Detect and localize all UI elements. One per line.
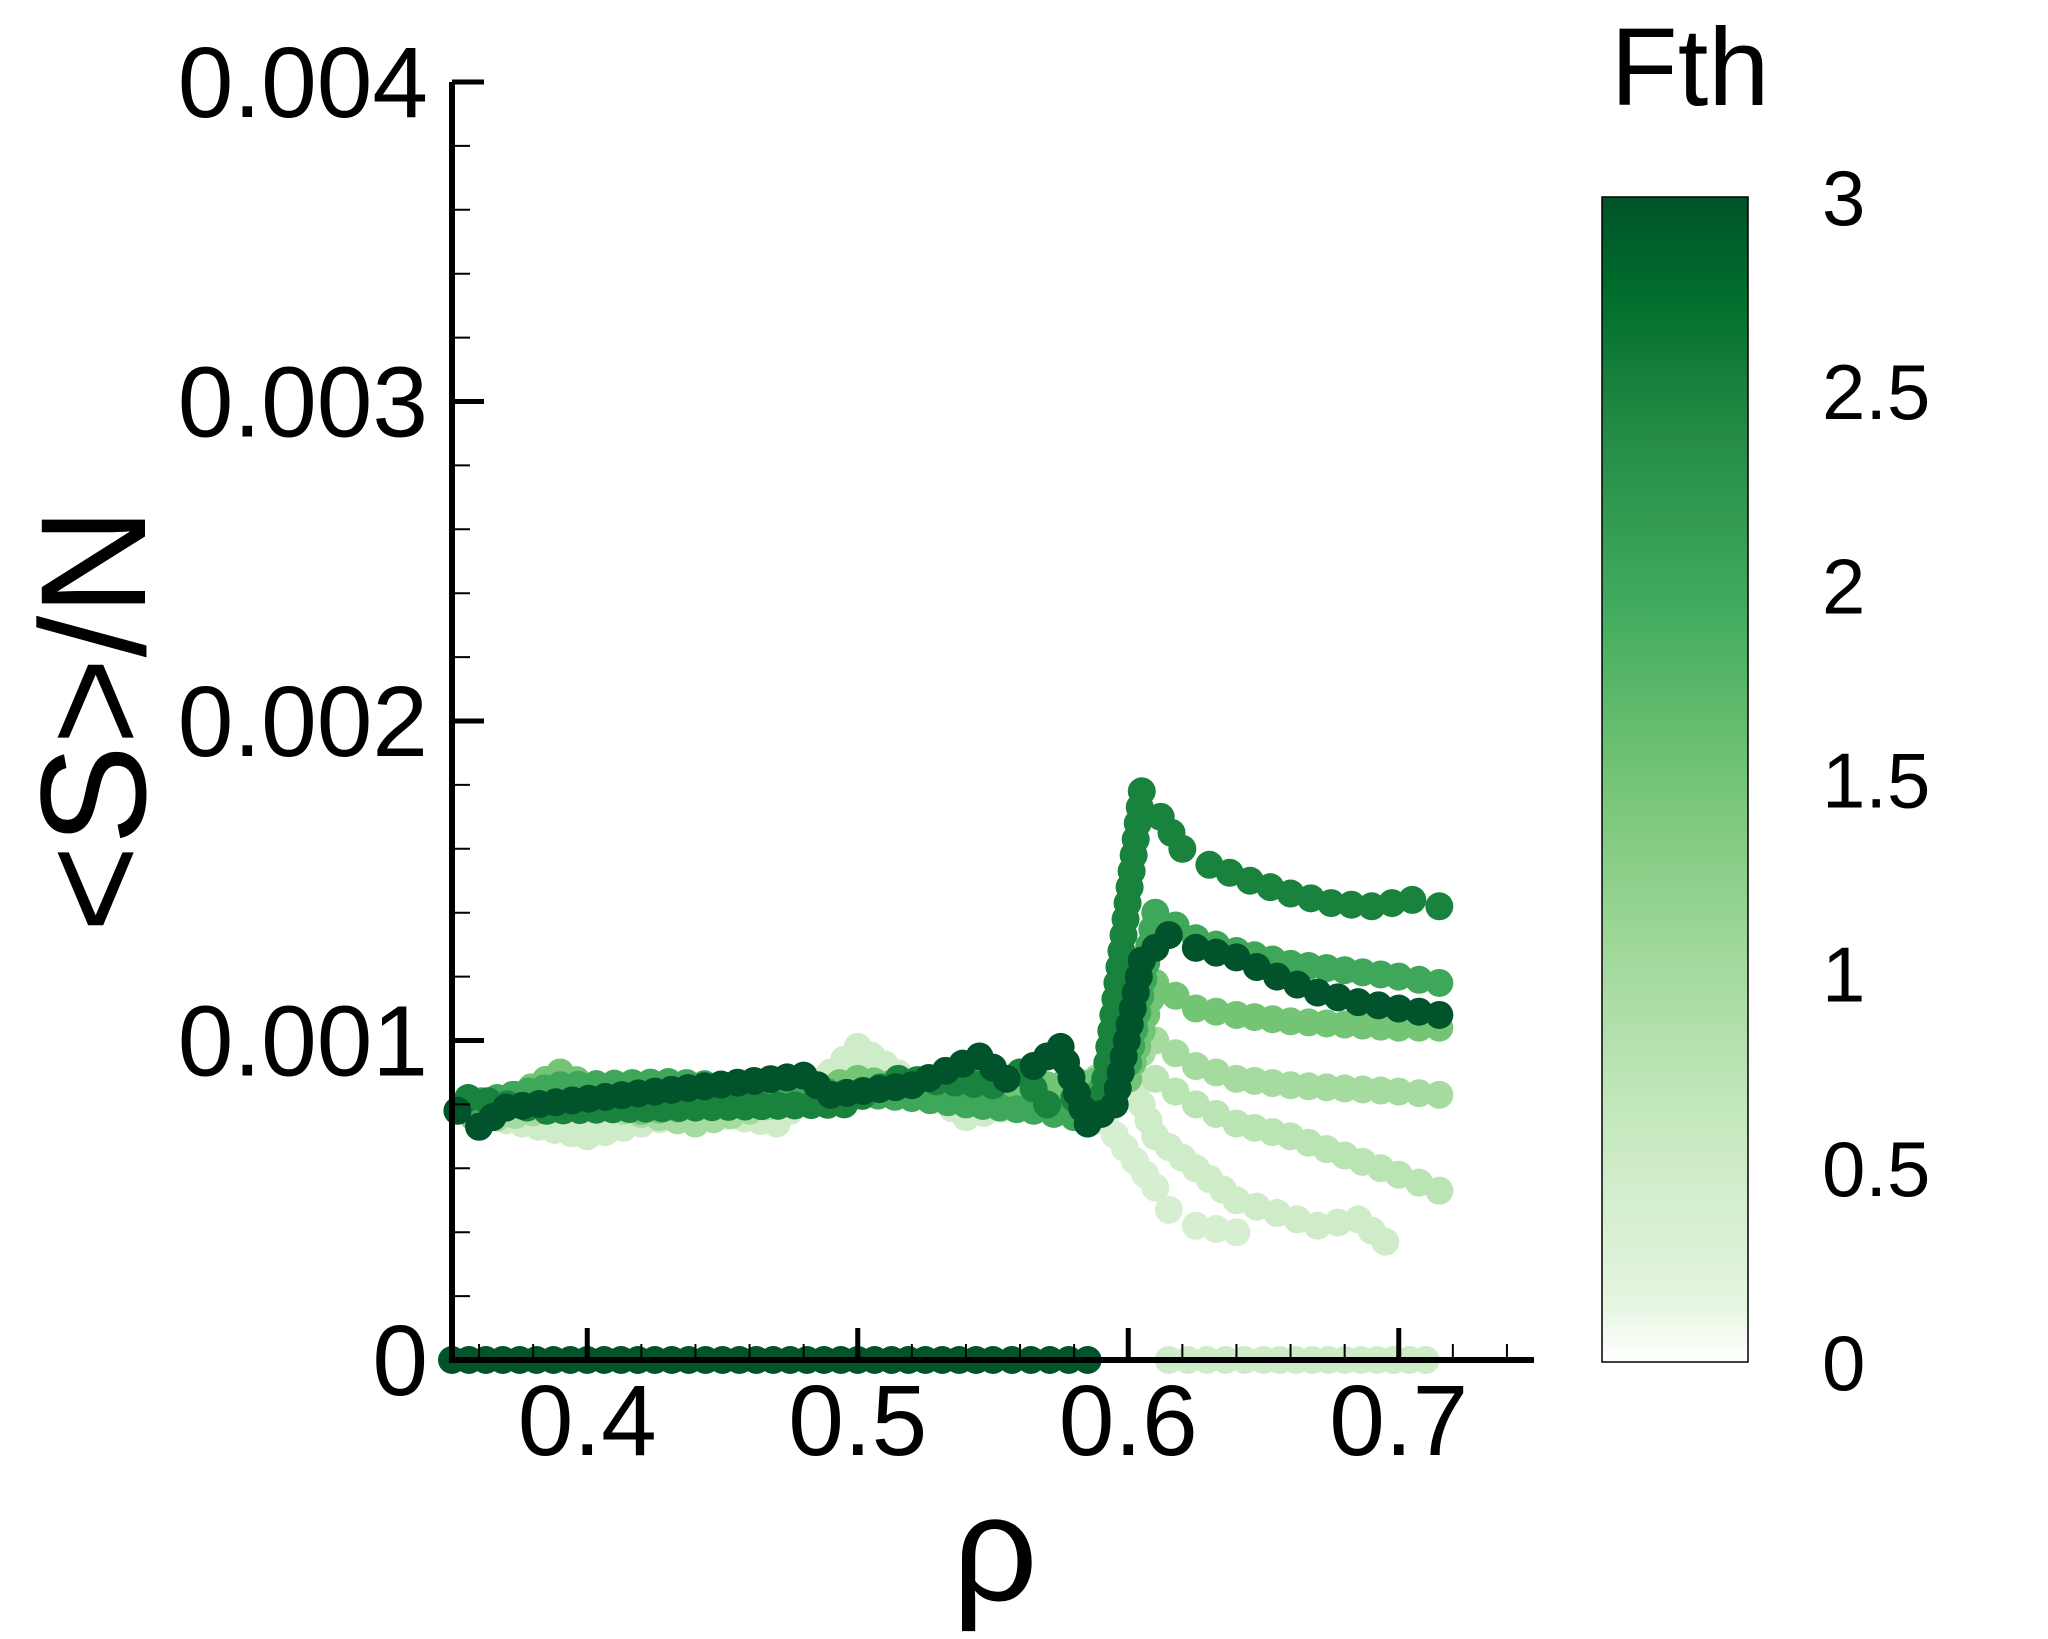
y-tick-label: 0.002 bbox=[178, 666, 428, 778]
data-point bbox=[1161, 981, 1190, 1010]
y-tick-label: 0.001 bbox=[178, 986, 428, 1098]
data-point bbox=[1425, 1000, 1454, 1029]
x-tick-label: 0.7 bbox=[1329, 1365, 1468, 1477]
y-ticks: 0 0.001 0.002 0.003 0.004 bbox=[178, 27, 484, 1417]
x-ticks: 0.4 0.5 0.6 0.7 bbox=[478, 1328, 1508, 1477]
colorbar-tick-label: 0.5 bbox=[1822, 1125, 1930, 1213]
colorbar-tick-label: 2.5 bbox=[1822, 348, 1930, 436]
data-point bbox=[1398, 885, 1427, 914]
colorbar-gradient bbox=[1601, 196, 1749, 1363]
data-point bbox=[1141, 898, 1170, 927]
data-point bbox=[1405, 1079, 1434, 1108]
data-point bbox=[1425, 968, 1454, 997]
colorbar-tick-label: 2 bbox=[1822, 542, 1865, 630]
y-tick-label: 0.003 bbox=[178, 347, 428, 459]
data-point bbox=[1425, 1176, 1454, 1205]
data-point bbox=[1141, 1173, 1170, 1202]
y-tick-label: 0 bbox=[372, 1305, 428, 1417]
colorbar: Fth 0 0.5 1 1.5 2 2.5 3 bbox=[1601, 6, 1930, 1407]
data-point bbox=[1154, 1195, 1183, 1224]
colorbar-tick-label: 0 bbox=[1822, 1319, 1865, 1407]
data-point bbox=[1033, 1090, 1062, 1119]
data-point bbox=[1127, 777, 1156, 806]
data-point bbox=[1161, 1039, 1190, 1068]
data-point bbox=[1425, 1080, 1454, 1109]
data-point bbox=[1141, 1064, 1170, 1093]
data-point bbox=[1317, 889, 1346, 918]
x-tick-label: 0.5 bbox=[788, 1365, 927, 1477]
colorbar-ticks: 0 0.5 1 1.5 2 2.5 3 bbox=[1822, 154, 1930, 1407]
data-point bbox=[1154, 921, 1183, 950]
y-axis-title: <S>/N bbox=[9, 507, 177, 932]
x-tick-label: 0.6 bbox=[1059, 1365, 1198, 1477]
x-tick-label: 0.4 bbox=[518, 1365, 657, 1477]
data-point bbox=[1161, 1077, 1190, 1106]
data-point bbox=[1222, 1218, 1251, 1247]
colorbar-tick-label: 1 bbox=[1822, 931, 1865, 1019]
x-axis-title: ρ bbox=[952, 1464, 1037, 1632]
data-point bbox=[1371, 1227, 1400, 1256]
data-point bbox=[1168, 834, 1197, 863]
axes: 0 0.001 0.002 0.003 0.004 0.4 0.5 0.6 0.7 bbox=[178, 27, 1534, 1477]
data-point bbox=[1425, 892, 1454, 921]
data-point bbox=[992, 1064, 1021, 1093]
data-markers bbox=[438, 777, 1454, 1374]
data-point bbox=[1384, 1013, 1413, 1042]
y-tick-label: 0.004 bbox=[178, 27, 428, 139]
colorbar-tick-label: 3 bbox=[1822, 154, 1865, 242]
colorbar-tick-label: 1.5 bbox=[1822, 737, 1930, 825]
colorbar-title: Fth bbox=[1611, 6, 1770, 129]
data-point bbox=[1337, 890, 1366, 919]
data-point bbox=[1384, 1077, 1413, 1106]
